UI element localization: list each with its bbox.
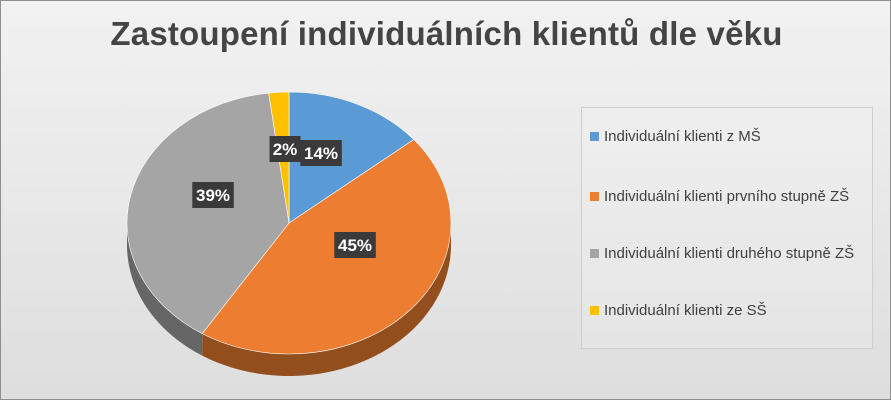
data-label-text: 14% [304, 144, 338, 163]
pie-slice-1 [201, 139, 452, 355]
data-label-text: 39% [196, 186, 230, 205]
data-label-text: 45% [338, 236, 372, 255]
legend-item: Individuální klienti druhého stupně ZŠ [590, 243, 879, 265]
chart-title: Zastoupení individuálních klientů dle vě… [110, 15, 783, 52]
legend-swatch [590, 192, 599, 201]
pie-data-labels: 14% 45% 39% 2% [192, 136, 376, 258]
legend-swatch [590, 249, 599, 258]
legend-item: Individuální klienti z MŠ [590, 126, 879, 148]
legend-swatch [590, 132, 599, 141]
pie-side-1 [202, 223, 451, 376]
pie-slice-2 [126, 92, 290, 334]
data-label-text: 2% [273, 140, 298, 159]
data-label-box [300, 140, 342, 166]
pie-data-label-0: 14% [300, 140, 342, 166]
pie-slices [126, 91, 452, 355]
legend-item: Individuální klienti prvního stupně ZŠ [590, 186, 879, 208]
data-label-box [192, 182, 234, 208]
pie-data-label-2: 39% [192, 182, 234, 208]
legend-label: Individuální klienti z MŠ [604, 128, 761, 145]
legend-item: Individuální klienti ze SŠ [590, 300, 879, 322]
pie-data-label-1: 45% [334, 232, 376, 258]
legend-label: Individuální klienti prvního stupně ZŠ [604, 188, 850, 205]
pie-slice-0 [288, 91, 415, 224]
legend-label: Individuální klienti ze SŠ [604, 302, 767, 319]
legend-swatch [590, 306, 599, 315]
pie-data-label-3: 2% [269, 136, 301, 162]
legend: Individuální klienti z MŠ Individuální k… [581, 107, 873, 349]
data-label-box [334, 232, 376, 258]
legend-label: Individuální klienti druhého stupně ZŠ [604, 245, 855, 262]
data-label-box [269, 136, 301, 162]
